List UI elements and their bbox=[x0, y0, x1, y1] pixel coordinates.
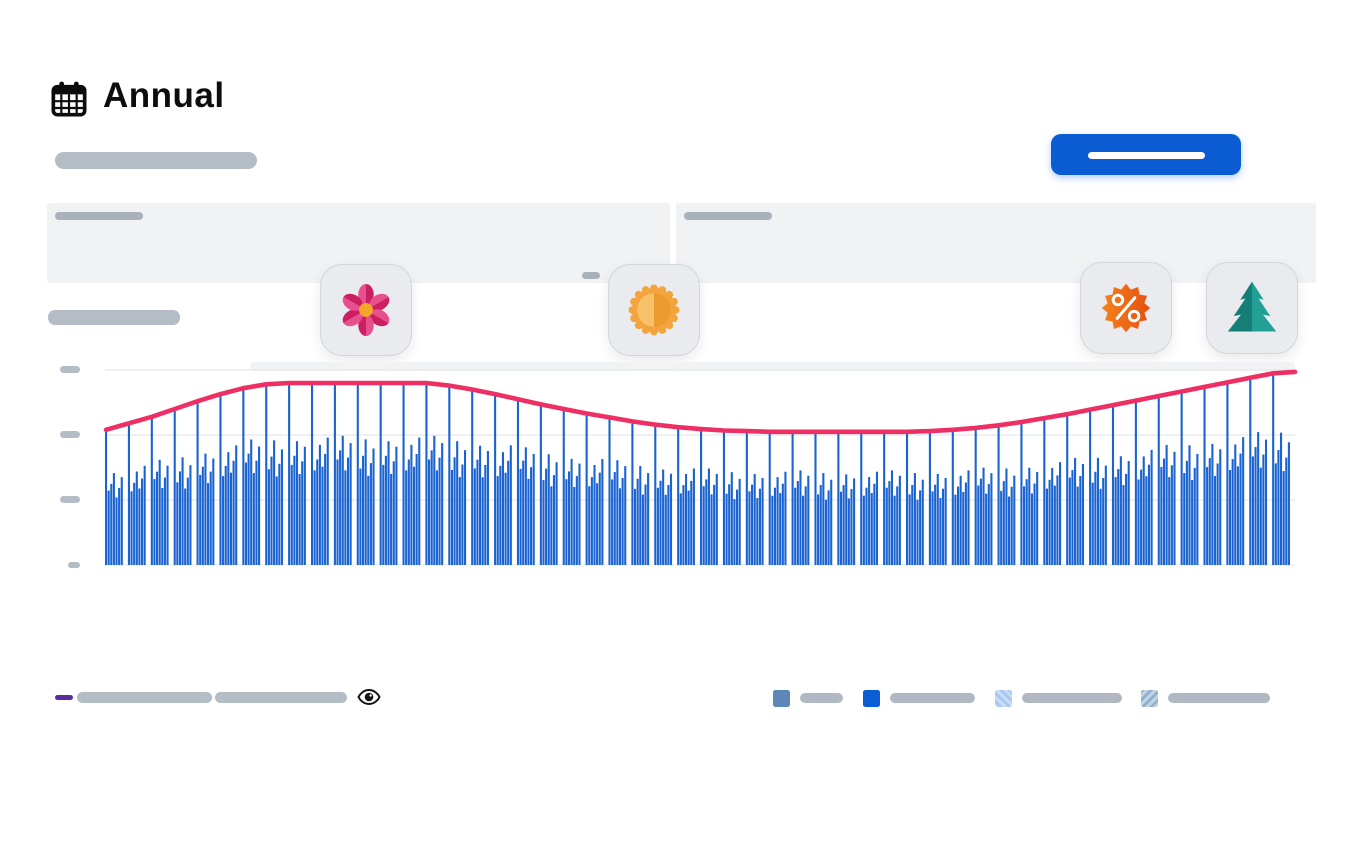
panel-label-placeholder bbox=[55, 212, 143, 220]
panel-label-placeholder bbox=[684, 212, 772, 220]
page-subtitle-placeholder bbox=[55, 152, 257, 169]
legend-item-series-gray-hatch[interactable] bbox=[1141, 688, 1270, 708]
primary-action-button[interactable] bbox=[1051, 134, 1241, 175]
y-tick-placeholder bbox=[60, 366, 80, 373]
legend-label-placeholder bbox=[890, 693, 975, 703]
button-label-placeholder bbox=[1088, 152, 1205, 159]
y-tick-placeholder bbox=[68, 562, 80, 568]
calendar-icon bbox=[51, 81, 87, 117]
season-card-summer[interactable] bbox=[608, 264, 700, 356]
spring-flower-icon bbox=[342, 283, 390, 337]
y-tick-placeholder bbox=[60, 496, 80, 503]
legend-item-series-bright-blue[interactable] bbox=[863, 688, 975, 708]
legend-item-series-muted-blue[interactable] bbox=[773, 688, 843, 708]
summary-panel-right bbox=[676, 203, 1316, 283]
legend-label-placeholder bbox=[1022, 693, 1122, 703]
legend-label-placeholder bbox=[800, 693, 843, 703]
page-title: Annual bbox=[103, 76, 225, 115]
legend-swatch bbox=[995, 689, 1012, 707]
range-track-segment[interactable] bbox=[77, 691, 212, 703]
season-card-autumn[interactable] bbox=[1080, 262, 1172, 354]
eye-icon bbox=[357, 688, 381, 706]
summer-sun-icon bbox=[628, 284, 680, 336]
legend-swatch bbox=[773, 689, 790, 707]
legend-swatch bbox=[1141, 689, 1158, 707]
legend-item-series-light-hatch[interactable] bbox=[995, 688, 1122, 708]
chart-section-label-placeholder bbox=[48, 310, 180, 325]
season-card-spring[interactable] bbox=[320, 264, 412, 356]
visibility-toggle-button[interactable] bbox=[356, 685, 382, 709]
range-handle[interactable] bbox=[55, 694, 73, 700]
autumn-percent-icon bbox=[1101, 283, 1151, 333]
legend-swatch bbox=[863, 689, 880, 707]
range-control bbox=[55, 684, 382, 710]
y-tick-placeholder bbox=[60, 431, 80, 438]
season-card-winter[interactable] bbox=[1206, 262, 1298, 354]
winter-tree-icon bbox=[1227, 281, 1277, 332]
mini-label-placeholder bbox=[582, 272, 600, 279]
range-track-segment[interactable] bbox=[215, 691, 347, 703]
legend-label-placeholder bbox=[1168, 693, 1270, 703]
